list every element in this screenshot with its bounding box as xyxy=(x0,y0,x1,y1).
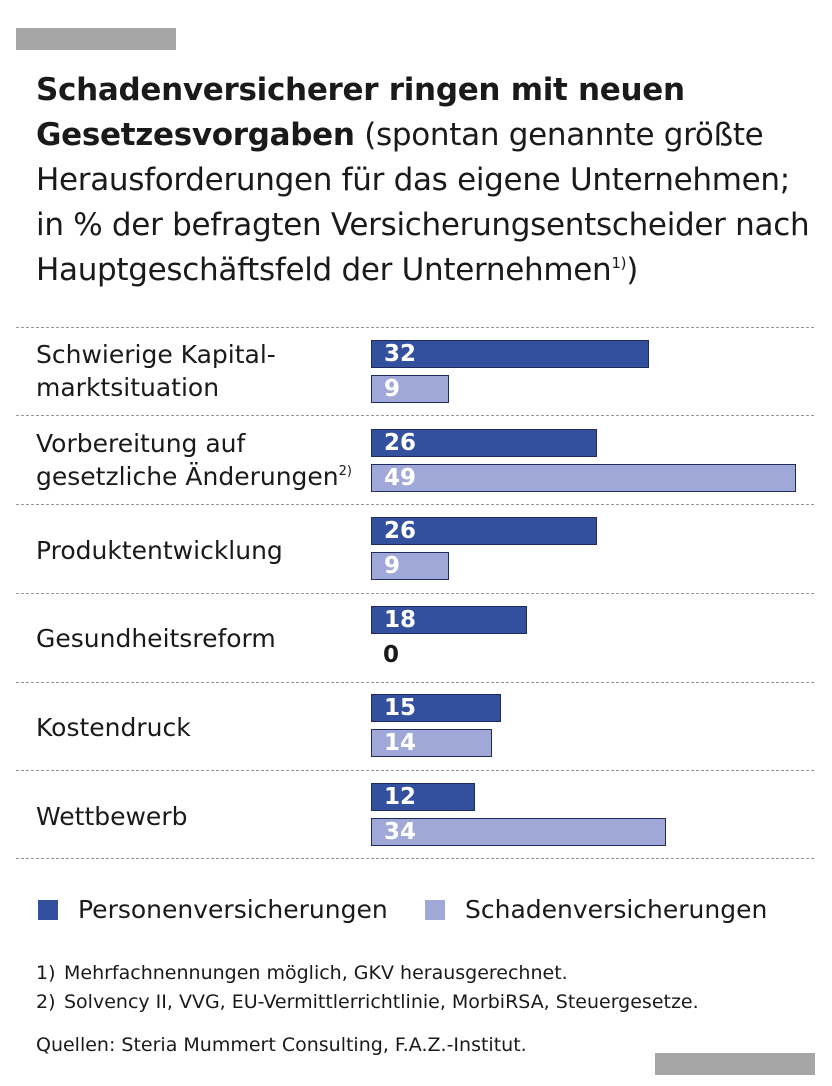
divider xyxy=(16,504,814,505)
bar-schadenversicherungen: 14 xyxy=(371,729,492,758)
bar-schadenversicherungen: 34 xyxy=(371,818,666,846)
title-bold: Schadenversicherer ringen mit neuen Gese… xyxy=(36,72,685,153)
category-label: Produktentwicklung xyxy=(36,534,366,567)
footnote-2-text: Solvency II, VVG, EU-Vermittlerrichtlini… xyxy=(64,991,699,1013)
bar-value-label: 26 xyxy=(384,429,417,456)
footnote-1: 1) Mehrfachnennungen möglich, GKV herausg… xyxy=(36,960,568,986)
bar-value-label: 9 xyxy=(384,553,401,580)
bar-schadenversicherungen: 9 xyxy=(371,375,449,403)
divider xyxy=(16,327,814,328)
bar-personenversicherungen: 12 xyxy=(371,783,475,811)
top-accent-bar xyxy=(16,28,176,50)
title-footnote-mark: 1) xyxy=(611,254,627,272)
bar-value-label: 26 xyxy=(384,518,417,545)
category-label-line: Wettbewerb xyxy=(36,801,188,831)
category-label-line: Schwierige Kapital- xyxy=(36,340,276,369)
category-label-line: gesetzliche Änderungen2) xyxy=(36,461,352,491)
title-subtitle: (spontan genannte größte Herausforderung… xyxy=(36,117,810,288)
category-label-line: Kostendruck xyxy=(36,712,191,742)
title-close-paren: ) xyxy=(626,252,638,288)
bar-value-label: 32 xyxy=(384,341,417,367)
bar-value-label: 34 xyxy=(384,819,417,845)
category-label: Gesundheitsreform xyxy=(36,622,366,655)
bar-personenversicherungen: 18 xyxy=(371,605,527,634)
category-label: Schwierige Kapital-marktsituation xyxy=(36,338,366,404)
bar-personenversicherungen: 26 xyxy=(371,517,597,546)
bar-value-label: 0 xyxy=(383,641,400,668)
source-note: Quellen: Steria Mummert Consulting, F.A.… xyxy=(36,1034,527,1056)
divider xyxy=(16,858,814,859)
bar-schadenversicherungen: 9 xyxy=(371,552,449,581)
category-label: Wettbewerb xyxy=(36,800,366,833)
legend-label-personen: Personenversicherungen xyxy=(78,895,388,924)
category-label: Vorbereitung auf gesetzliche Änderungen2) xyxy=(36,427,366,493)
bar-personenversicherungen: 26 xyxy=(371,428,597,457)
bar-value-label: 14 xyxy=(384,730,417,757)
bar-value-label: 18 xyxy=(384,606,417,633)
category-label: Kostendruck xyxy=(36,711,366,744)
footnote-2-number: 2) xyxy=(36,991,56,1013)
footnote-1-text: Mehrfachnennungen möglich, GKV herausger… xyxy=(64,962,568,984)
bar-personenversicherungen: 32 xyxy=(371,340,649,368)
footnote-2: 2) Solvency II, VVG, EU-Vermittlerrichtli… xyxy=(36,989,699,1015)
divider xyxy=(16,770,814,771)
category-label-line: Produktentwicklung xyxy=(36,535,283,565)
category-label-line: Gesundheitsreform xyxy=(36,624,276,654)
category-footnote-mark: 2) xyxy=(338,463,352,479)
bar-value-label: 12 xyxy=(384,784,417,810)
divider xyxy=(16,415,814,416)
legend-swatch-personen xyxy=(38,900,58,920)
bar-value-label: 15 xyxy=(384,695,417,722)
legend-label-schaden: Schadenversicherungen xyxy=(465,895,768,924)
bar-personenversicherungen: 15 xyxy=(371,694,501,723)
category-label-line: marktsituation xyxy=(36,373,220,402)
bar-value-label: 49 xyxy=(384,464,417,491)
bar-schadenversicherungen: 49 xyxy=(371,463,796,492)
footnote-1-number: 1) xyxy=(36,962,56,984)
bottom-accent-bar xyxy=(655,1053,815,1075)
category-label-line: Vorbereitung auf xyxy=(36,428,246,458)
chart-title: Schadenversicherer ringen mit neuen Gese… xyxy=(36,68,816,293)
divider xyxy=(16,682,814,683)
bar-value-label: 9 xyxy=(384,376,401,402)
divider xyxy=(16,593,814,594)
legend-swatch-schaden xyxy=(425,900,445,920)
